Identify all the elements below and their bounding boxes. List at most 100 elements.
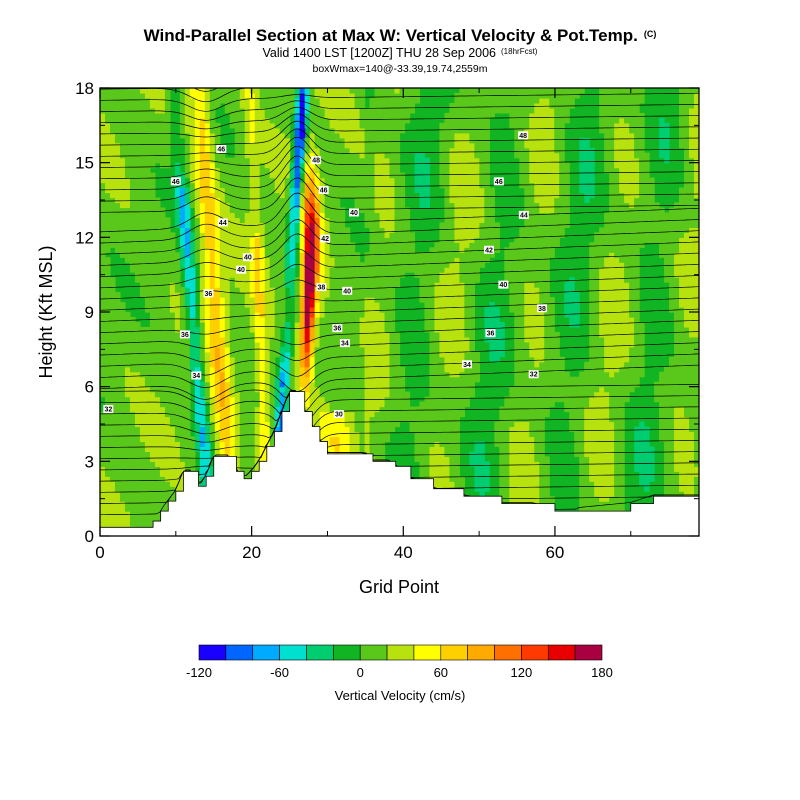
- field-cell: [274, 391, 281, 398]
- field-cell: [379, 202, 386, 209]
- field-cell: [384, 232, 391, 238]
- field-cell: [359, 376, 366, 383]
- field-cell: [394, 207, 401, 214]
- field-cell: [274, 212, 281, 219]
- field-cell: [269, 207, 276, 214]
- field-cell: [149, 157, 156, 164]
- field-cell: [344, 297, 351, 303]
- field-cell: [319, 242, 326, 248]
- field-cell: [309, 287, 316, 293]
- field-cell: [129, 391, 136, 398]
- field-cell: [284, 252, 291, 258]
- field-cell: [144, 341, 151, 348]
- field-cell: [359, 421, 366, 428]
- field-cell: [394, 371, 401, 378]
- field-cell: [294, 292, 301, 298]
- field-cell: [104, 222, 111, 228]
- field-cell: [154, 371, 161, 378]
- field-cell: [124, 212, 131, 219]
- field-cell: [149, 182, 156, 189]
- field-cell: [259, 157, 266, 164]
- field-cell: [244, 386, 251, 393]
- field-cell: [384, 107, 391, 114]
- field-cell: [229, 262, 236, 268]
- field-cell: [119, 421, 126, 428]
- field-cell: [389, 321, 396, 328]
- field-cell: [344, 102, 351, 109]
- field-cell: [154, 316, 161, 323]
- field-cell: [274, 157, 281, 164]
- field-cell: [324, 262, 331, 268]
- field-cell: [199, 267, 206, 273]
- field-cell: [374, 102, 381, 109]
- field-cell: [324, 102, 331, 109]
- field-cell: [149, 247, 156, 253]
- field-cell: [324, 192, 331, 199]
- field-cell: [324, 212, 331, 219]
- field-cell: [249, 212, 256, 219]
- field-cell: [104, 187, 111, 194]
- field-cell: [329, 336, 336, 343]
- field-cell: [264, 112, 271, 119]
- field-cell: [114, 137, 121, 144]
- field-cell: [179, 386, 186, 393]
- field-cell: [344, 361, 351, 368]
- field-cell: [314, 137, 321, 144]
- field-cell: [199, 172, 206, 179]
- field-cell: [214, 361, 221, 368]
- field-cell: [174, 371, 181, 378]
- field-cell: [114, 446, 121, 452]
- field-cell: [179, 187, 186, 194]
- field-cell: [364, 351, 371, 358]
- field-cell: [379, 252, 386, 258]
- field-cell: [134, 152, 141, 159]
- field-cell: [154, 461, 161, 467]
- field-cell: [164, 316, 171, 323]
- field-cell: [189, 157, 196, 164]
- field-cell: [209, 426, 216, 433]
- field-cell: [279, 272, 286, 278]
- field-cell: [264, 336, 271, 343]
- field-cell: [224, 297, 231, 303]
- field-cell: [304, 331, 311, 338]
- field-cell: [379, 282, 386, 288]
- field-cell: [259, 92, 266, 99]
- field-cell: [164, 102, 171, 109]
- field-cell: [279, 312, 286, 318]
- field-cell: [204, 207, 211, 214]
- field-cell: [294, 107, 301, 114]
- field-cell: [179, 202, 186, 209]
- field-cell: [394, 267, 401, 273]
- field-cell: [359, 122, 366, 129]
- field-cell: [379, 207, 386, 214]
- field-cell: [119, 361, 126, 368]
- field-cell: [279, 162, 286, 169]
- field-cell: [129, 88, 136, 94]
- field-cell: [114, 426, 121, 433]
- field-cell: [264, 262, 271, 268]
- field-cell: [259, 316, 266, 323]
- field-cell: [319, 272, 326, 278]
- field-cell: [269, 162, 276, 169]
- field-cell: [189, 441, 196, 447]
- field-cell: [124, 107, 131, 114]
- field-cell: [100, 252, 106, 258]
- field-cell: [314, 232, 321, 238]
- field-cell: [204, 307, 211, 313]
- field-cell: [109, 436, 116, 443]
- field-cell: [164, 441, 171, 447]
- field-cell: [104, 381, 111, 388]
- field-cell: [189, 242, 196, 248]
- field-cell: [134, 97, 141, 104]
- field-cell: [154, 227, 161, 233]
- field-cell: [199, 451, 206, 457]
- field-cell: [399, 381, 406, 388]
- field-cell: [389, 92, 396, 99]
- field-cell: [239, 227, 246, 233]
- field-cell: [319, 376, 326, 383]
- field-cell: [129, 476, 136, 482]
- field-cell: [149, 356, 156, 363]
- field-cell: [224, 237, 231, 243]
- field-cell: [304, 351, 311, 358]
- field-cell: [264, 297, 271, 303]
